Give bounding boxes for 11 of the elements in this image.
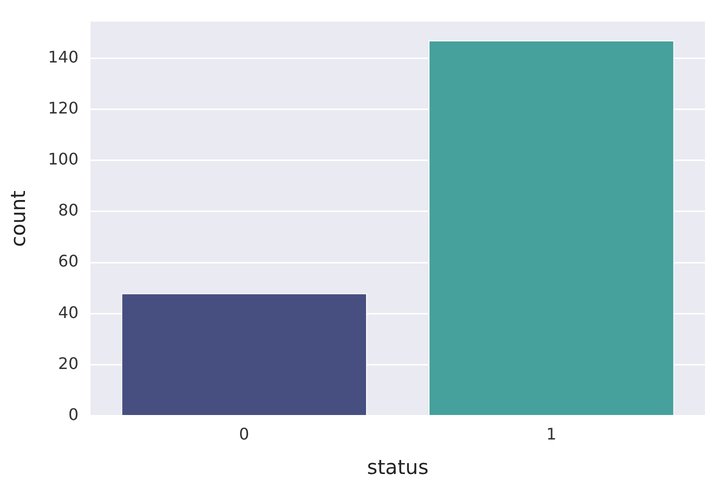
y-tick-label: 20 [58,354,79,373]
y-tick-label: 120 [48,98,79,118]
y-tick-label: 0 [68,404,79,424]
y-tick-label: 140 [48,47,79,66]
y-tick-label: 80 [58,200,79,220]
y-axis-title: count [6,190,30,247]
y-tick-label: 40 [58,302,79,322]
x-tick-label: 1 [546,424,556,444]
x-axis-title: status [367,455,429,480]
y-tick-label: 100 [48,150,79,169]
y-tick-label: 60 [58,252,79,271]
